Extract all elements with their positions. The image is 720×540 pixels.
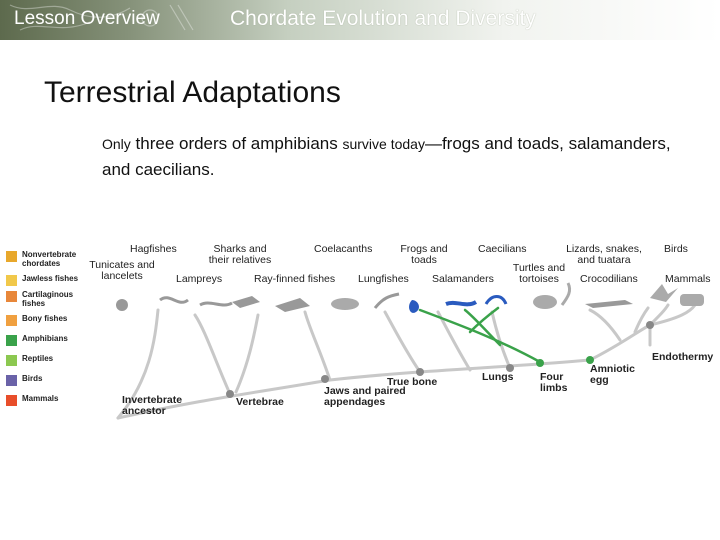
legend-swatch [6,335,17,346]
legend-item: Cartilaginous fishes [6,290,82,308]
slide-title: Terrestrial Adaptations [44,76,341,109]
animal-icon [373,292,400,309]
taxon-birds: Birds [664,243,688,255]
taxon-sharks: Sharks and their relatives [208,243,272,266]
taxon-salamanders: Salamanders [432,273,494,285]
animal-icon [199,301,233,307]
chapter-title: Chordate Evolution and Diversity [230,7,536,30]
body-prefix: Only [102,136,131,152]
node-label-jaws: Jaws and paired appendages [324,385,406,408]
legend-label: Bony fishes [22,314,68,323]
legend-swatch [6,291,17,302]
legend-item: Nonvertebrate chordates [6,250,82,268]
animal-icon [533,295,557,309]
branch-caecilian [468,306,500,334]
legend-item: Birds [6,374,82,386]
taxon-rayfinned: Ray-finned fishes [254,273,336,285]
animal-icon [116,299,128,311]
branch-rayfinned [383,310,422,374]
body-mid1: three orders of amphibians [130,134,343,153]
legend-swatch [6,275,17,286]
branch-amphibian-main [418,308,542,364]
branch-mammals [648,303,697,327]
legend-item: Jawless fishes [6,274,82,286]
node-label-vertebrae: Vertebrae [236,396,284,408]
animal-icon [650,284,678,302]
branch-salamander [463,308,502,347]
legend-swatch [6,315,17,326]
legend-label: Cartilaginous fishes [22,290,74,308]
node-lungs [506,364,514,372]
legend-label: Mammals [22,394,59,403]
node-label-lungs: Lungs [482,371,514,383]
branch-sharks [303,310,332,382]
body-mid2: survive today [342,136,425,152]
legend-swatch [6,375,17,386]
legend-swatch [6,355,17,366]
legend-label: Nonvertebrate chordates [22,250,77,268]
node-label-endothermy: Endothermy [652,351,714,363]
branch-main-2 [328,358,592,382]
taxon-frogs: Frogs and toads [400,243,448,266]
taxon-lampreys: Lampreys [176,273,223,285]
node-label-truebone: True bone [387,376,438,388]
legend-item: Mammals [6,394,82,406]
legend-swatch [6,395,17,406]
node-label-amniotic: Amniotic egg [590,363,635,386]
legend-label: Birds [22,374,43,383]
legend-label: Reptiles [22,354,54,363]
animal-icon [585,300,633,308]
animal-icon [331,298,359,310]
slide-body: Only three orders of amphibians survive … [102,131,702,182]
legend-label: Amphibians [22,334,68,343]
taxon-caecilians: Caecilians [478,243,527,255]
header-decoration [9,4,194,31]
node-vertebrae [226,390,234,398]
animal-icon [445,300,478,307]
animal-icon [560,282,572,306]
taxon-tunicates: Tunicates and lancelets [89,259,155,282]
taxon-hagfishes: Hagfishes [130,243,177,255]
taxon-turtles: Turtles and tortoises [512,262,566,285]
legend-item: Amphibians [6,334,82,346]
taxon-lungfishes: Lungfishes [358,273,409,285]
branch-hagfish [193,313,232,396]
slide-header: Lesson Overview Chordate Evolution and D… [0,0,720,40]
taxon-lizards: Lizards, snakes, and tuatara [566,243,642,266]
legend-swatch [6,251,17,262]
branch-lamprey [234,313,260,394]
animal-icon [159,296,189,304]
branch-tunicates [116,308,160,420]
branch-coelacanth [436,310,472,372]
node-label-fourlimbs: Four limbs [540,371,568,394]
animal-icon [680,294,704,306]
body-rest: —frogs and toads, salamanders, and caeci… [102,134,671,179]
node-truebone [416,368,424,376]
animal-icon [232,296,260,308]
cladogram [116,282,704,420]
branch-lungfish [490,310,512,370]
legend-label: Jawless fishes [22,274,79,283]
branch-turtles [588,308,622,342]
node-amniotic [586,356,594,364]
animal-icon [275,298,310,312]
branch-main-1 [116,378,332,420]
branch-lizards [633,306,650,334]
animal-icon [484,295,508,305]
branch-amniote [588,323,652,362]
node-fourlimbs [536,359,544,367]
animal-icon [409,300,419,313]
lesson-label: Lesson Overview [14,8,160,29]
node-jaws [321,375,329,383]
legend-item: Reptiles [6,354,82,366]
node-label-invertebrate: Invertebrate ancestor [122,394,183,417]
taxon-crocodilians: Crocodilians [580,273,638,285]
node-endothermy [646,321,654,329]
taxon-mammals: Mammals [665,273,711,285]
legend-item: Bony fishes [6,314,82,326]
taxon-coelacanths: Coelacanths [314,243,373,255]
